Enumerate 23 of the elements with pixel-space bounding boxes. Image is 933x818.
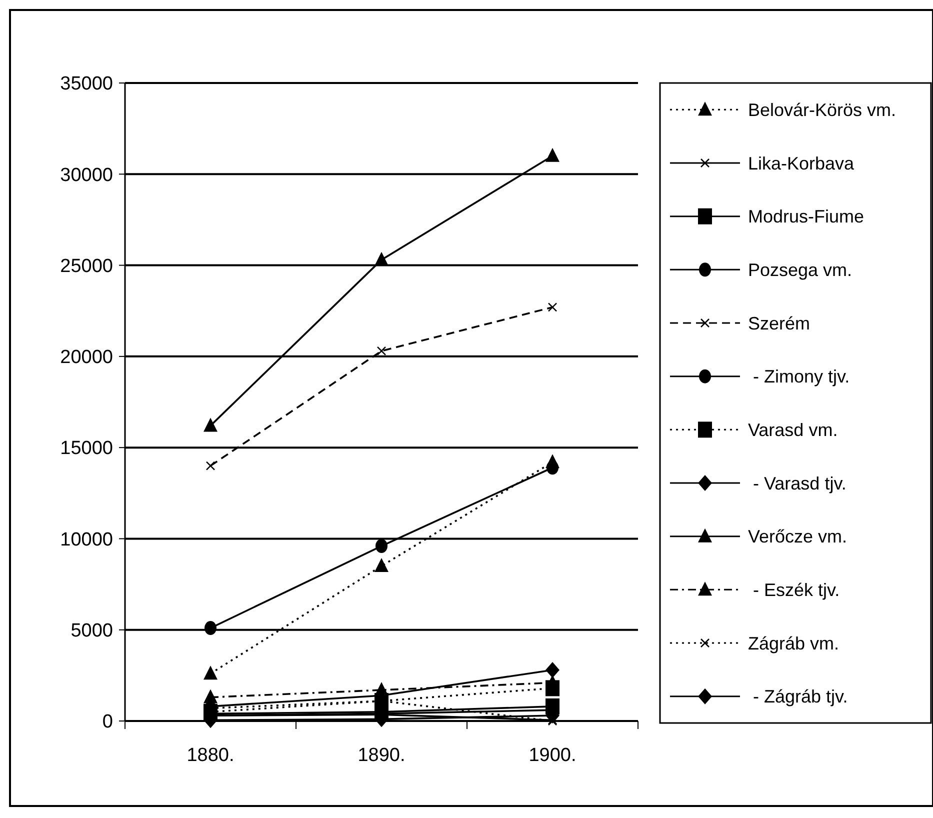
x-tick-label: 1900. [528,745,576,766]
y-tick-label: 10000 [60,529,113,550]
y-tick-label: 35000 [60,74,113,95]
y-tick-label: 0 [102,712,113,733]
legend-label: - Varasd tjv. [748,473,846,494]
legend-label: Szerém [748,313,810,334]
y-tick-label: 30000 [60,164,113,186]
legend-label: Pozsega vm. [748,260,852,280]
legend-label: Modrus-Fiume [748,206,864,227]
legend-label: Verőcze vm. [748,526,848,547]
legend-label: Lika-Korbava [748,153,856,174]
legend-label: - Zimony tjv. [748,366,850,387]
x-tick-label: 1880. [186,745,234,766]
legend-label: - Zágráb tjv. [748,686,848,707]
legend-label: Varasd vm. [748,420,838,440]
legend-label: - Eszék tjv. [748,580,840,600]
legend-label: Belovár-Körös vm. [748,100,896,120]
x-tick-label: 1890. [358,745,406,766]
y-tick-label: 5000 [70,620,113,642]
y-tick-label: 20000 [60,347,113,368]
y-tick-label: 25000 [60,256,113,277]
legend-label: Zágráb vm. [748,633,840,654]
y-tick-label: 15000 [60,438,113,460]
